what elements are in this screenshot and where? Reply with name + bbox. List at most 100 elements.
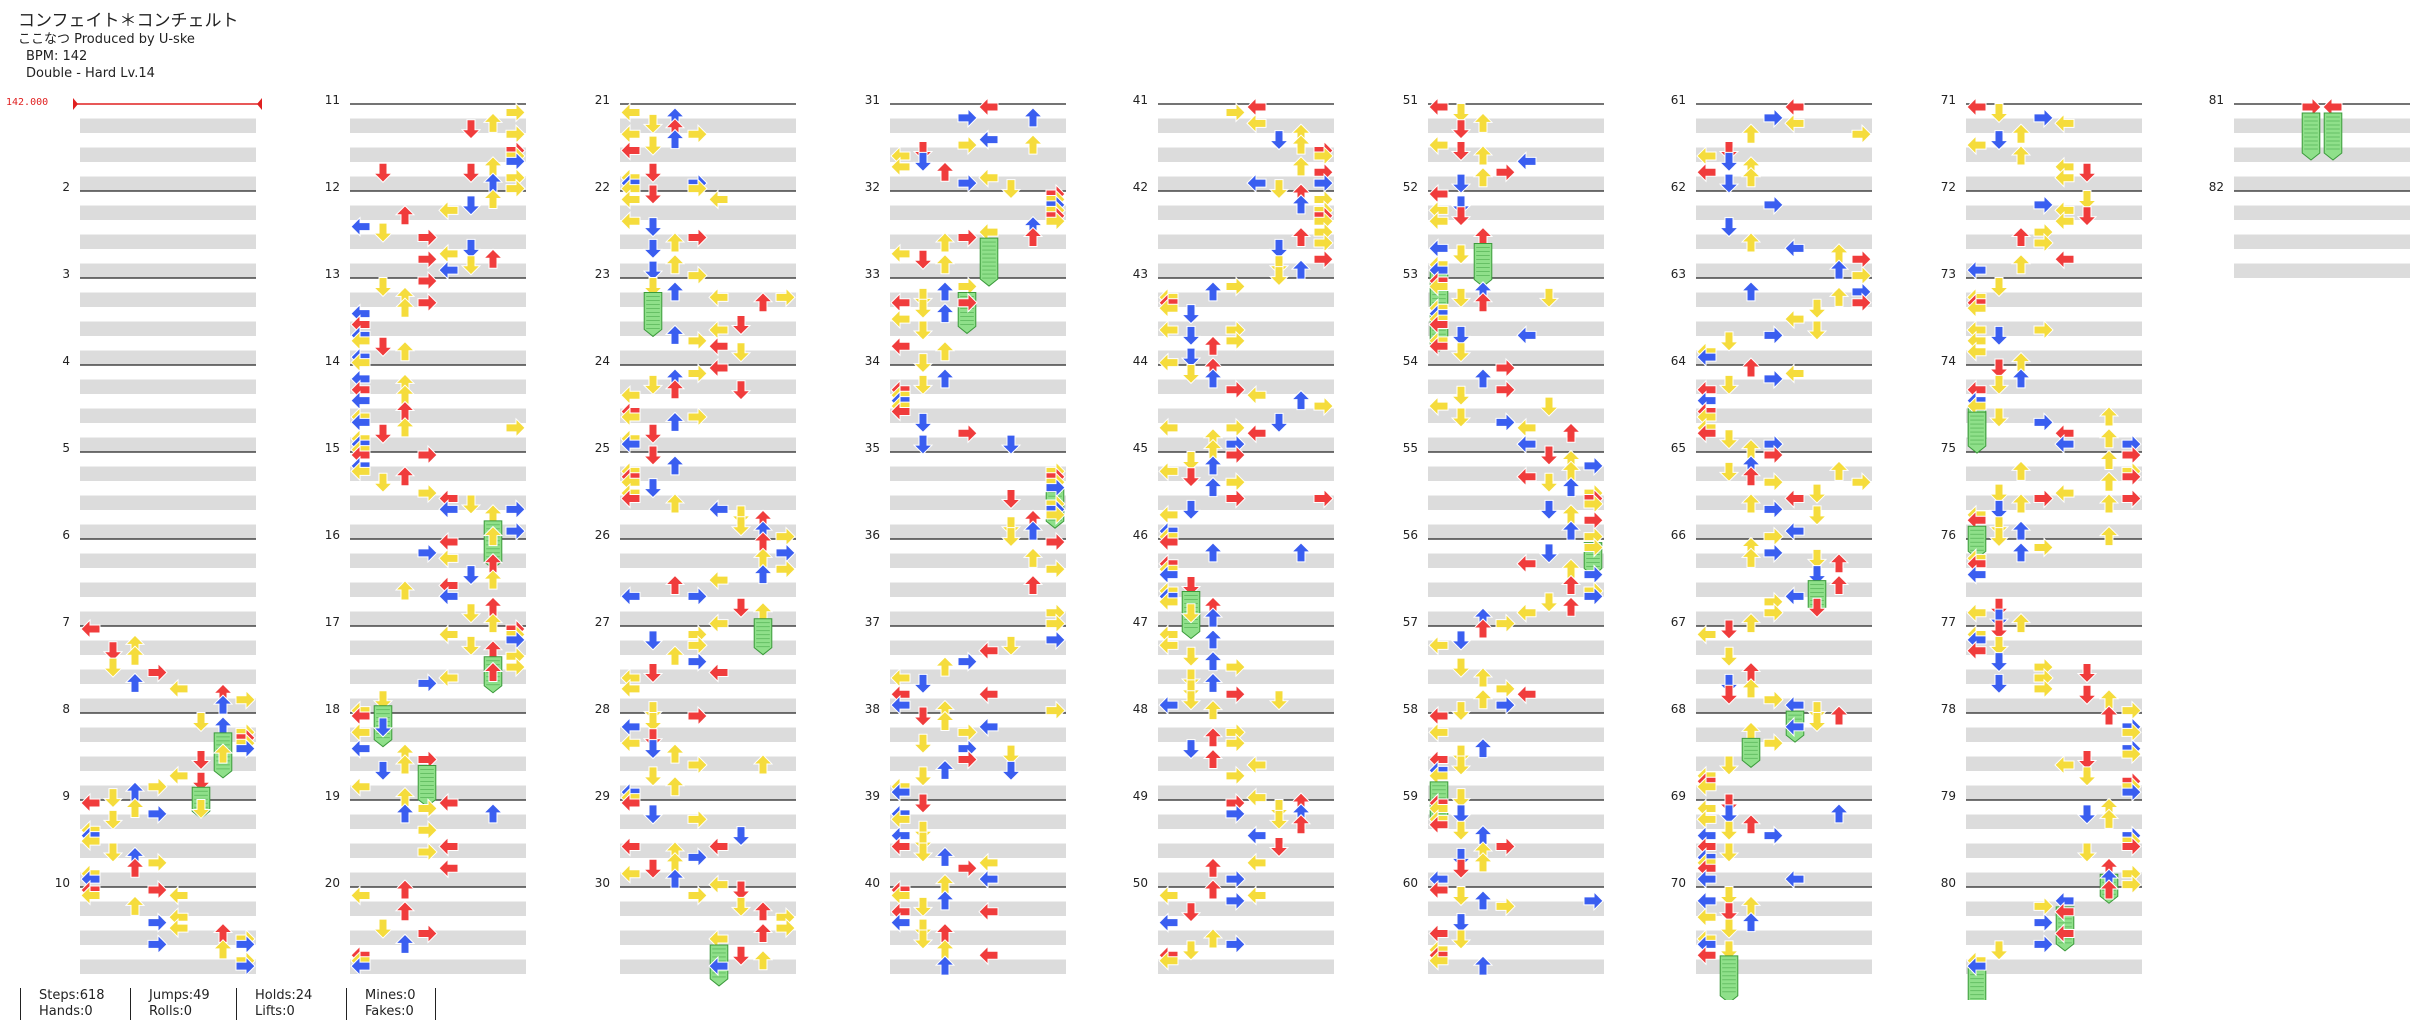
note-arrow (664, 574, 686, 595)
note-arrow (1202, 879, 1224, 900)
measure-number: 43 (1133, 267, 1148, 281)
note-arrow (620, 678, 641, 700)
note-arrow (1045, 700, 1066, 721)
note-arrow (1495, 162, 1516, 183)
note-arrow (1202, 727, 1224, 748)
note-arrow (957, 227, 978, 248)
beat-band (620, 727, 796, 742)
note-arrow (664, 128, 686, 150)
note-arrow (934, 656, 956, 677)
note-arrow (482, 612, 504, 634)
beat-band (1696, 698, 1872, 713)
note-arrow (978, 96, 999, 118)
note-arrow (1158, 297, 1179, 319)
note-arrow (2054, 113, 2075, 134)
note-arrow (1428, 134, 1449, 156)
beat-band (1966, 379, 2142, 394)
beat-band (620, 379, 796, 394)
beat-band (620, 176, 796, 191)
note-arrow (2010, 368, 2032, 389)
note-arrow (505, 102, 526, 123)
measure-number: 21 (595, 93, 610, 107)
note-arrow (620, 406, 641, 428)
beat-band (1428, 408, 1604, 423)
hold-note (1473, 243, 1493, 288)
beat-band (1696, 843, 1872, 858)
measure-number: 52 (1403, 180, 1418, 194)
note-arrow (1158, 417, 1179, 439)
note-arrow (1763, 499, 1784, 520)
note-arrow (1740, 678, 1762, 699)
note-arrow (1022, 520, 1044, 541)
measure-number: 7 (62, 615, 70, 629)
note-arrow (1000, 179, 1022, 200)
note-arrow (1740, 281, 1762, 302)
note-arrow (978, 684, 999, 705)
beat-band (1696, 930, 1872, 945)
note-arrow (2033, 412, 2054, 433)
beat-band (620, 814, 796, 829)
beat-band (1696, 466, 1872, 481)
beat-band (890, 814, 1066, 829)
note-arrow (1268, 412, 1290, 434)
note-arrow (1966, 341, 1987, 362)
note-arrow (1516, 433, 1537, 455)
beat-band (1158, 350, 1334, 365)
note-arrow (1472, 890, 1494, 911)
beat-band (1696, 350, 1872, 365)
note-arrow (102, 809, 124, 831)
note-arrow (417, 841, 438, 863)
beat-band (890, 553, 1066, 568)
note-arrow (642, 276, 664, 298)
note-arrow (1696, 346, 1717, 368)
note-arrow (1225, 803, 1246, 825)
beat-band (890, 785, 1066, 800)
note-arrow (1516, 553, 1537, 574)
beat-band (890, 234, 1066, 249)
measure-number: 62 (1671, 180, 1686, 194)
beat-band (1428, 872, 1604, 887)
note-arrow (1740, 547, 1762, 568)
beat-band (620, 582, 796, 597)
note-arrow (1246, 113, 1267, 134)
measure-number: 18 (325, 702, 340, 716)
note-arrow (1202, 281, 1224, 302)
beat-band (2234, 176, 2410, 191)
note-arrow (620, 732, 641, 754)
beat-band (620, 234, 796, 249)
beat-band (1158, 263, 1334, 278)
note-arrow (102, 788, 124, 809)
note-arrow (730, 315, 752, 336)
measure-number: 4 (62, 354, 70, 368)
note-arrow (912, 353, 934, 374)
note-arrow (2098, 808, 2120, 829)
note-arrow (1696, 868, 1717, 890)
note-arrow (417, 673, 438, 694)
note-arrow (890, 781, 911, 803)
bpm-marker-right (257, 98, 262, 110)
note-arrow (482, 112, 504, 133)
note-arrow (1560, 596, 1582, 617)
measure-number: 72 (1941, 180, 1956, 194)
note-arrow (1696, 906, 1717, 928)
note-arrow (372, 472, 394, 493)
beat-band (80, 698, 256, 713)
measure-number: 54 (1403, 354, 1418, 368)
note-arrow (1696, 776, 1717, 797)
beat-band (1966, 814, 2142, 829)
beat-band (1158, 930, 1334, 945)
note-arrow (1158, 694, 1179, 716)
beat-band (1158, 611, 1334, 626)
note-arrow (1290, 134, 1312, 155)
note-arrow (1045, 558, 1066, 580)
note-arrow (1022, 134, 1044, 155)
note-arrow (394, 803, 416, 824)
note-arrow (957, 423, 978, 444)
beat-band (890, 263, 1066, 278)
beat-band (2234, 205, 2410, 220)
beat-band (1428, 814, 1604, 829)
note-arrow (1538, 543, 1560, 564)
beat-band (890, 843, 1066, 858)
measure-number: 80 (1941, 876, 1956, 890)
beat-band (350, 524, 526, 539)
